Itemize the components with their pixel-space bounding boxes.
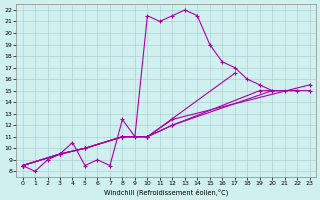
X-axis label: Windchill (Refroidissement éolien,°C): Windchill (Refroidissement éolien,°C): [104, 188, 228, 196]
